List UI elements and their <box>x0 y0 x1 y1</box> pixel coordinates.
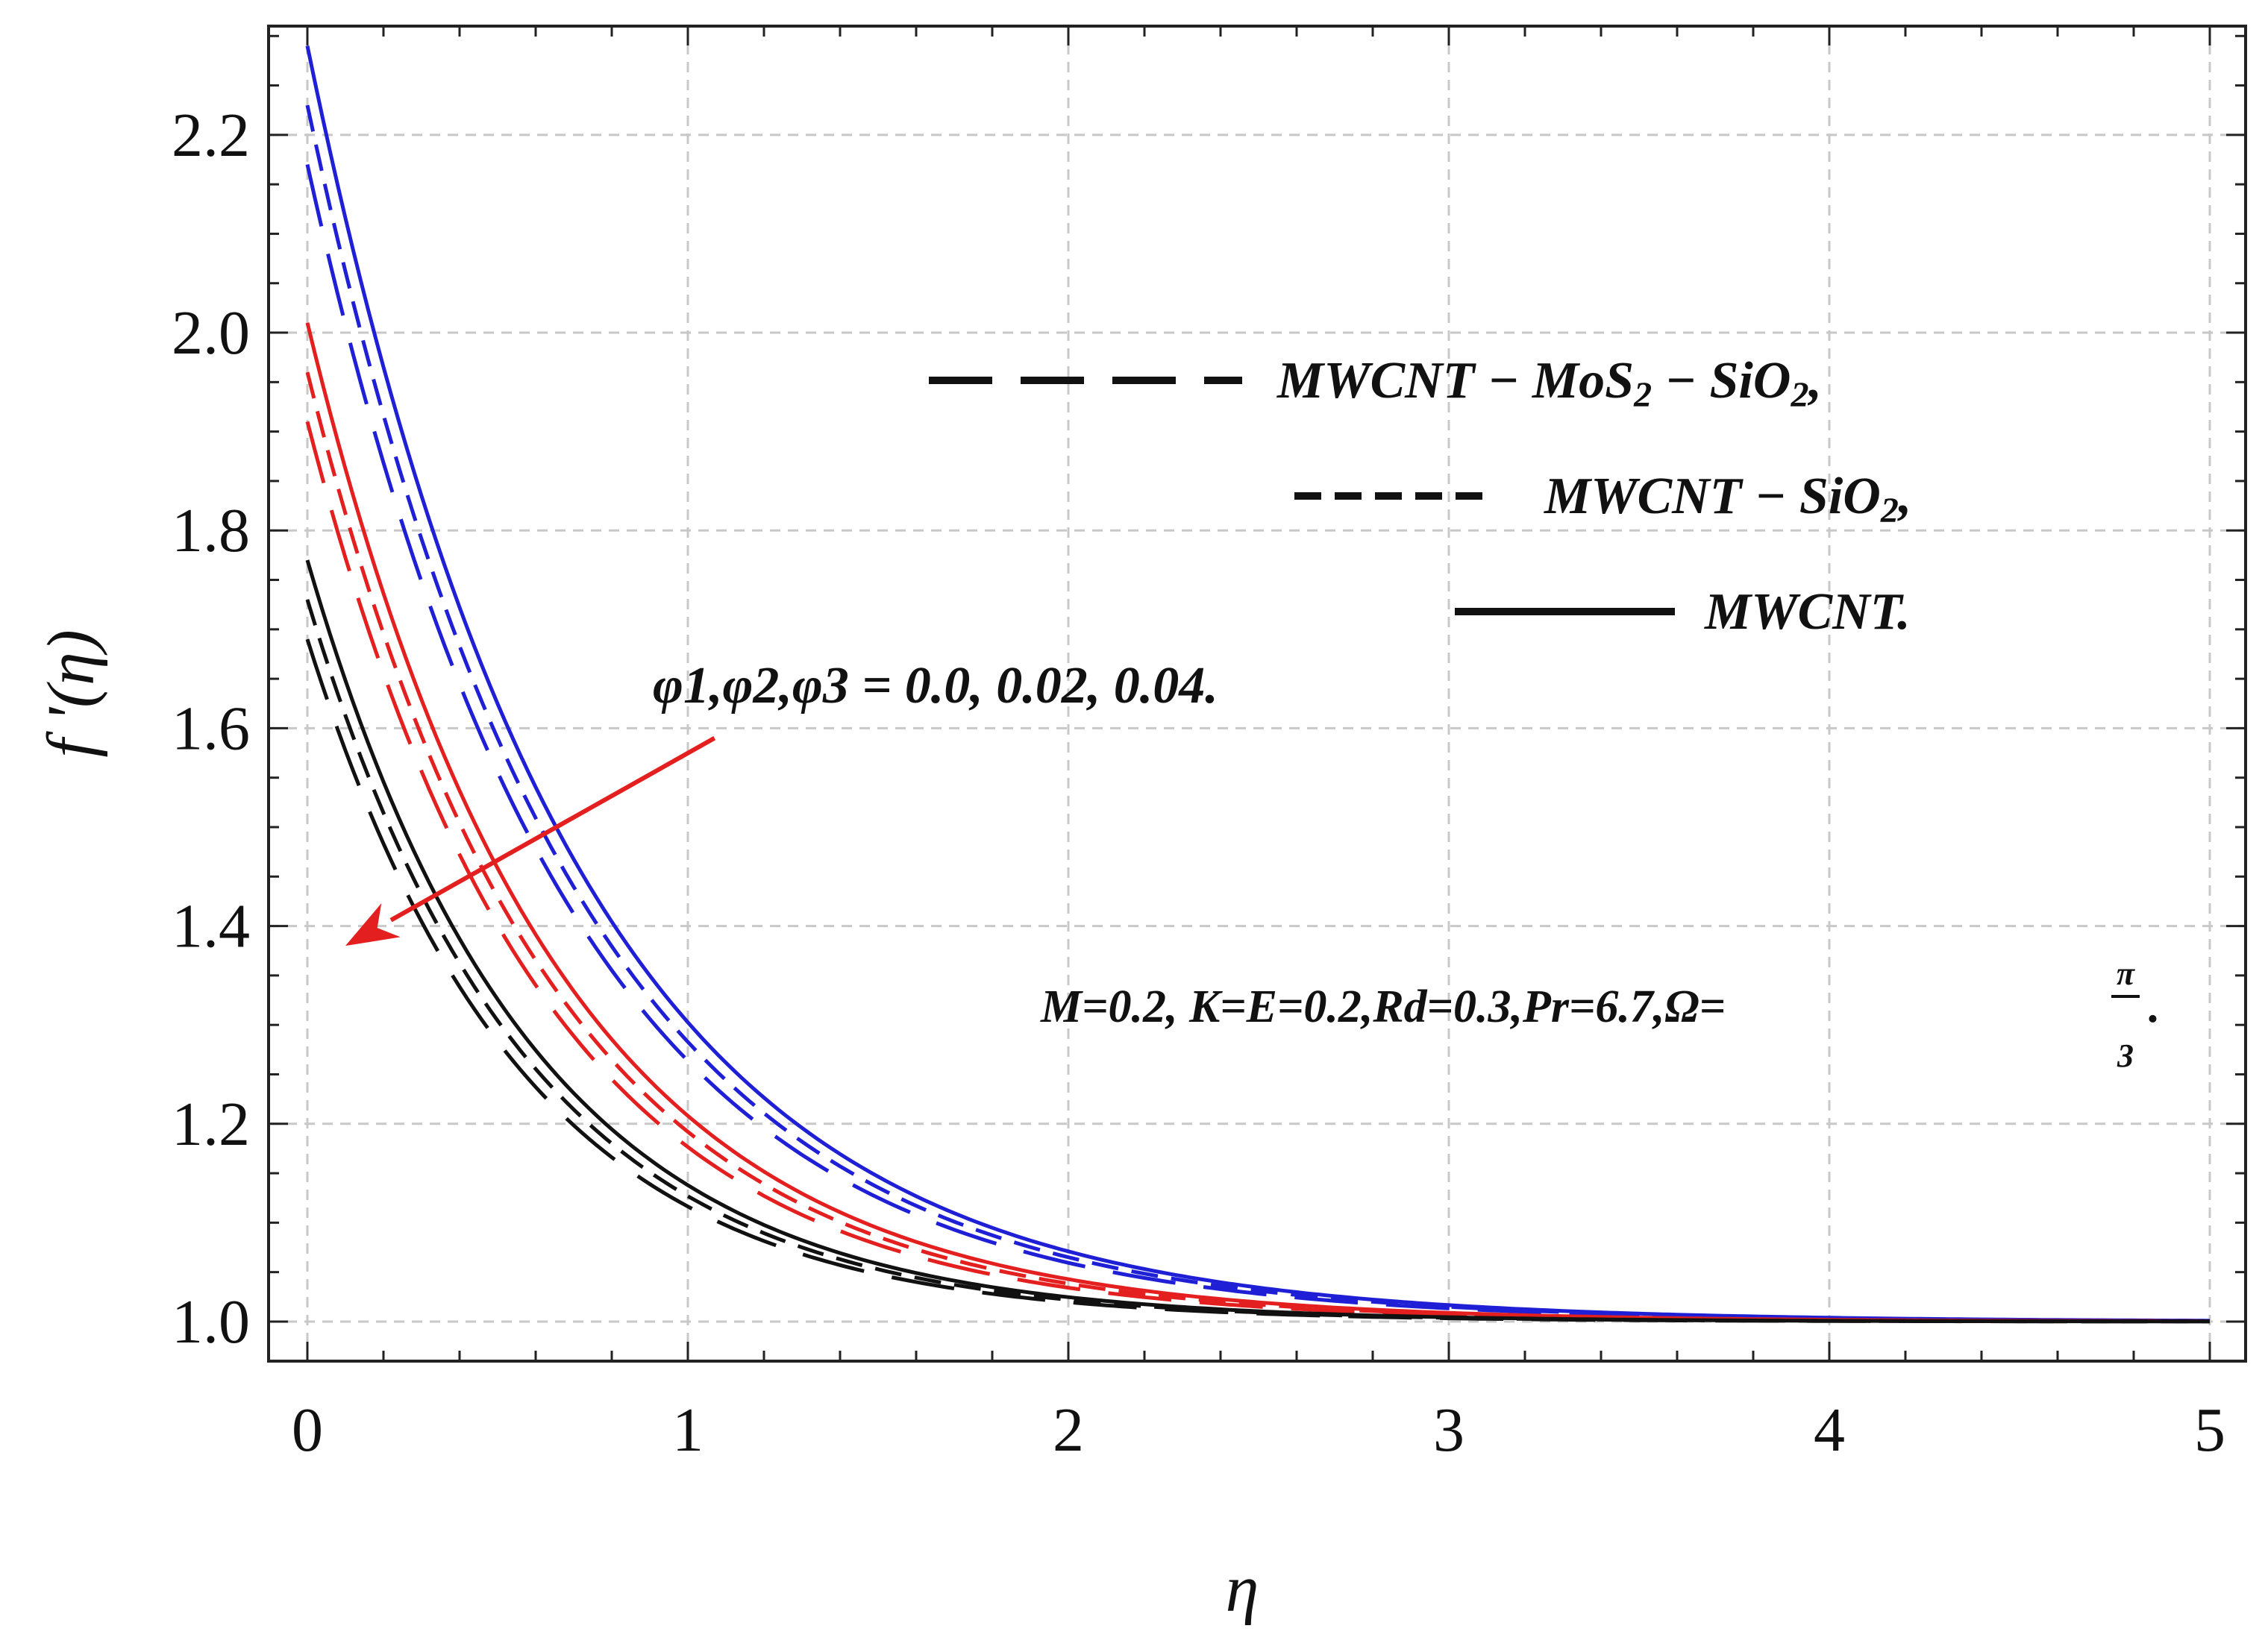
x-tick-label-2: 2 <box>1053 1395 1084 1465</box>
y-tick-label-5: 2.0 <box>172 298 250 368</box>
y-tick-label-0: 1.0 <box>172 1287 250 1357</box>
y-tick-label-3: 1.6 <box>172 694 250 763</box>
fraction-denominator: 3 <box>2117 1037 2134 1074</box>
series-line-8 <box>305 638 2210 1324</box>
legend-label-mwcnt-sio2: MWCNT − SiO2, <box>1544 468 1911 530</box>
ticks <box>269 26 2246 1361</box>
y-tick-label-1: 1.2 <box>172 1090 250 1159</box>
legend: MWCNT − MoS2 − SiO2, MWCNT − SiO2, MWCNT… <box>929 352 1911 641</box>
x-axis-label: η <box>1226 1552 1259 1626</box>
y-axis-label: f '(η) <box>34 629 108 757</box>
series-group <box>305 45 2211 1324</box>
tick-labels: 0 1 2 3 4 5 1.0 1.2 1.4 1.6 1.8 2.0 2.2 <box>172 101 2225 1465</box>
y-tick-label-2: 1.4 <box>172 892 250 961</box>
parameters-annotation: M=0.2, K=E=0.2,Rd=0.3,Pr=6.7,Ω= π 3 . <box>1040 955 2161 1074</box>
fraction-numerator: π <box>2117 955 2135 992</box>
x-tick-label-0: 0 <box>292 1395 323 1465</box>
x-tick-label-5: 5 <box>2194 1395 2225 1465</box>
parameters-text: M=0.2, K=E=0.2,Rd=0.3,Pr=6.7,Ω= <box>1040 982 1726 1032</box>
phi-increase-arrow <box>389 736 716 923</box>
grid <box>269 26 2246 1361</box>
x-tick-label-4: 4 <box>1814 1395 1845 1465</box>
legend-label-mwcnt-mos2-sio2: MWCNT − MoS2 − SiO2, <box>1276 352 1822 415</box>
y-tick-label-6: 2.2 <box>172 101 250 170</box>
legend-label-mwcnt: MWCNT. <box>1704 583 1911 641</box>
phi-arrowhead <box>345 903 401 946</box>
y-tick-label-4: 1.8 <box>172 496 250 565</box>
plot-frame <box>267 25 2247 1363</box>
series-line-1 <box>305 104 2210 1323</box>
phi-annotation: φ1,φ2,φ3 = 0.0, 0.02, 0.04. <box>653 657 1218 714</box>
x-tick-label-3: 3 <box>1433 1395 1464 1465</box>
x-tick-label-1: 1 <box>672 1395 704 1465</box>
plot-area <box>269 26 2246 1361</box>
parameters-tail: . <box>2149 982 2161 1032</box>
